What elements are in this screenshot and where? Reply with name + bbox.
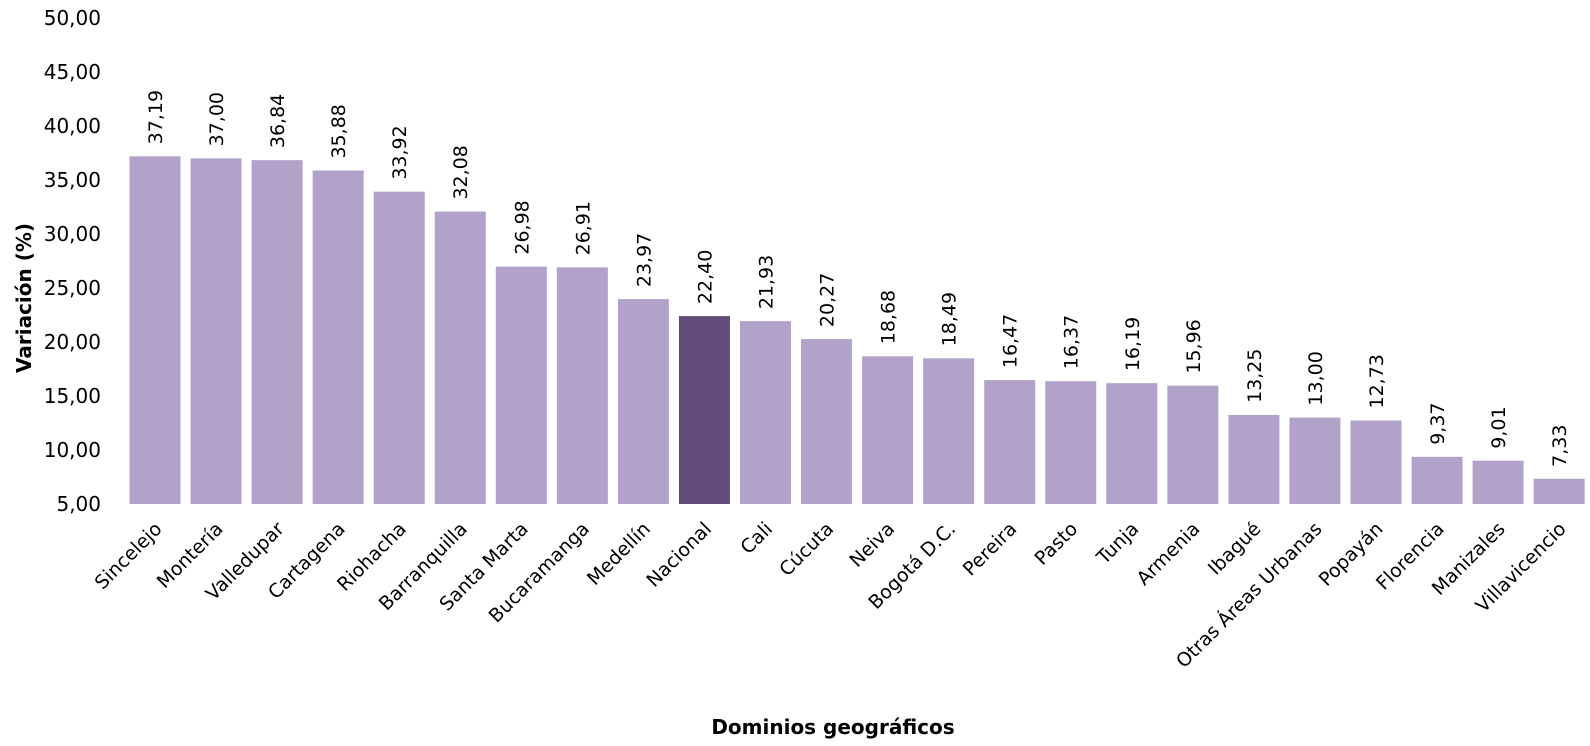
category-labels-group: SincelejoMonteríaValleduparCartagenaRioh… — [91, 517, 1571, 672]
category-label: Nacional — [642, 518, 716, 592]
bar — [434, 211, 486, 504]
category-label: Armenia — [1133, 518, 1205, 590]
data-label: 15,96 — [1183, 319, 1205, 373]
bar — [862, 356, 914, 504]
category-label: Neiva — [845, 518, 899, 572]
bar — [129, 156, 181, 504]
data-label: 9,01 — [1488, 406, 1510, 448]
category-label: Pereira — [959, 518, 1021, 580]
bar — [1106, 383, 1158, 504]
data-label: 9,37 — [1427, 402, 1449, 444]
bar — [495, 266, 547, 504]
category-label: Sincelejo — [91, 518, 167, 594]
data-label: 33,92 — [389, 125, 411, 179]
bar — [312, 170, 364, 504]
bar — [556, 267, 608, 504]
bar — [1045, 381, 1097, 504]
data-label: 16,19 — [1122, 317, 1144, 371]
category-label: Cali — [736, 518, 777, 559]
bar — [251, 160, 303, 505]
y-tick-label: 5,00 — [56, 492, 101, 516]
y-tick-label: 25,00 — [44, 276, 101, 300]
data-label: 20,27 — [817, 273, 839, 327]
bar — [923, 358, 975, 504]
data-label: 13,25 — [1244, 348, 1266, 402]
data-label: 26,91 — [572, 201, 594, 255]
data-label: 23,97 — [633, 233, 655, 287]
data-label: 32,08 — [450, 145, 472, 199]
y-tick-label: 50,00 — [44, 6, 101, 30]
data-label: 13,00 — [1305, 351, 1327, 405]
bar — [1533, 478, 1585, 504]
data-label: 22,40 — [694, 250, 716, 304]
data-label: 37,19 — [145, 90, 167, 144]
y-tick-label: 30,00 — [44, 222, 101, 246]
bar — [801, 339, 853, 504]
data-label: 18,68 — [878, 290, 900, 344]
data-label: 16,47 — [1000, 314, 1022, 368]
y-tick-label: 20,00 — [44, 330, 101, 354]
bar — [617, 299, 669, 504]
bar — [1350, 420, 1402, 504]
data-label: 12,73 — [1366, 354, 1388, 408]
bar — [1472, 460, 1524, 504]
category-label: Ibagué — [1204, 518, 1266, 580]
bars-group — [129, 156, 1585, 505]
bar — [740, 321, 791, 504]
data-labels-group: 37,19 37,00 36,84 35,88 33,92 32,08 26,98 26,91… — [145, 90, 1571, 467]
bar — [190, 158, 242, 504]
category-label: Pasto — [1031, 518, 1083, 570]
bar — [1228, 414, 1280, 504]
data-label: 35,88 — [328, 104, 350, 158]
y-tick-label: 10,00 — [44, 438, 101, 462]
bar — [1167, 385, 1219, 504]
y-axis-title: Variación (%) — [12, 223, 36, 373]
data-label: 21,93 — [756, 255, 778, 309]
bar — [1289, 417, 1341, 504]
bar — [1411, 456, 1463, 504]
data-label: 26,98 — [511, 200, 533, 254]
y-tick-label: 40,00 — [44, 114, 101, 138]
data-label: 16,37 — [1061, 315, 1083, 369]
y-tick-label: 15,00 — [44, 384, 101, 408]
x-axis-title: Dominios geográficos — [711, 715, 954, 739]
category-label: Cúcuta — [775, 518, 838, 581]
bar-highlight — [678, 316, 730, 504]
data-label: 7,33 — [1549, 425, 1571, 467]
data-label: 18,49 — [939, 292, 961, 346]
y-tick-label: 35,00 — [44, 168, 101, 192]
bar — [984, 380, 1036, 504]
bar — [373, 191, 425, 504]
data-label: 36,84 — [267, 94, 289, 148]
data-label: 37,00 — [206, 92, 228, 146]
y-axis-ticks: 5,00 10,00 15,00 20,00 25,00 30,00 35,00 40,00 4… — [44, 6, 101, 516]
y-tick-label: 45,00 — [44, 60, 101, 84]
category-label: Tunja — [1092, 518, 1143, 569]
